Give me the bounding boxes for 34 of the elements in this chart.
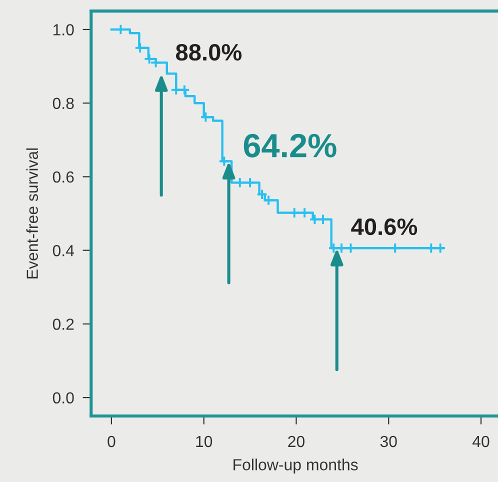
point: [150, 56, 162, 68]
point: [178, 84, 190, 96]
point: [170, 84, 182, 96]
point: [288, 207, 300, 218]
point: [328, 242, 340, 254]
point: [134, 42, 146, 54]
x-tick-label: 10: [196, 436, 212, 448]
point: [234, 176, 246, 188]
y-tick-label: 0.4: [52, 244, 74, 256]
point: [389, 242, 401, 254]
point: [336, 242, 348, 254]
y-tick-label: 0.6: [52, 171, 74, 183]
x-axis-title: Follow-up months: [234, 458, 358, 474]
point: [434, 242, 446, 254]
x-tick-label: 0: [108, 436, 116, 448]
x-tick-label: 30: [380, 436, 397, 448]
y-tick-label: 0.0: [52, 392, 74, 404]
annotation: 88.0%: [176, 44, 242, 61]
x-tick-label: 20: [288, 436, 304, 448]
point: [200, 111, 212, 123]
annotation: 64.2%: [244, 134, 336, 158]
y-tick-label: 0.2: [52, 318, 74, 330]
point: [218, 156, 230, 167]
point: [262, 194, 274, 206]
point: [244, 176, 256, 188]
point: [256, 188, 268, 200]
y-axis-title: Event-free survival: [26, 148, 38, 278]
x-tick-label: 40: [472, 436, 490, 448]
point: [425, 242, 437, 254]
y-tick-label: 0.8: [52, 98, 74, 110]
y-tick-label: 1.0: [53, 24, 74, 36]
point: [345, 242, 356, 254]
annotation: 40.6%: [351, 218, 418, 236]
point: [298, 207, 310, 218]
